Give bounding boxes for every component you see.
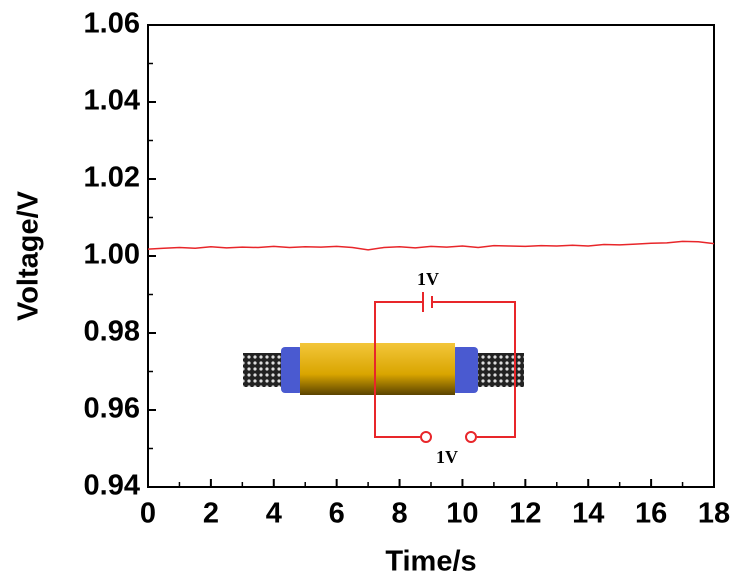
y-tick-label: 0.98 [84,316,140,348]
x-tick-label: 6 [329,498,345,530]
x-tick-label: 0 [140,498,156,530]
y-tick-label: 1.06 [84,8,140,40]
x-tick-label: 12 [509,498,541,530]
inset-diagram: 1V 1V [243,269,524,467]
x-axis-label: Time/s [385,546,476,578]
annotation: 1V [436,447,458,467]
x-tick-label: 8 [391,498,407,530]
y-tick-label: 1.00 [84,239,140,271]
y-tick-label: 1.02 [84,162,140,194]
annotation: 1V [417,269,439,289]
y-tick-label: 1.04 [84,85,140,117]
data-line [147,240,715,251]
x-tick-label: 2 [203,498,219,530]
x-tick-label: 18 [698,498,730,530]
y-axis-label: Voltage/V [13,190,45,321]
x-tick-label: 16 [635,498,667,530]
plot-frame [147,24,715,488]
y-tick-label: 0.96 [84,393,140,425]
y-tick-label: 0.94 [84,470,140,502]
x-tick-label: 14 [572,498,604,530]
x-tick-label: 10 [446,498,478,530]
x-tick-label: 4 [266,498,282,530]
